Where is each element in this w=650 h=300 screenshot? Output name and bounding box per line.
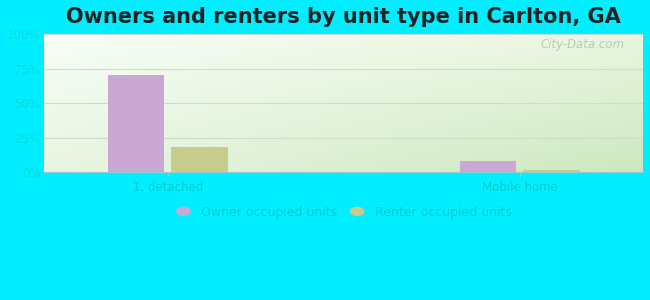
Text: City-Data.com: City-Data.com: [541, 38, 625, 51]
Bar: [460, 161, 516, 172]
Legend: Owner occupied units, Renter occupied units: Owner occupied units, Renter occupied un…: [171, 201, 517, 224]
Bar: [523, 169, 580, 172]
Bar: [108, 75, 164, 172]
Bar: [171, 147, 228, 172]
Title: Owners and renters by unit type in Carlton, GA: Owners and renters by unit type in Carlt…: [66, 7, 621, 27]
